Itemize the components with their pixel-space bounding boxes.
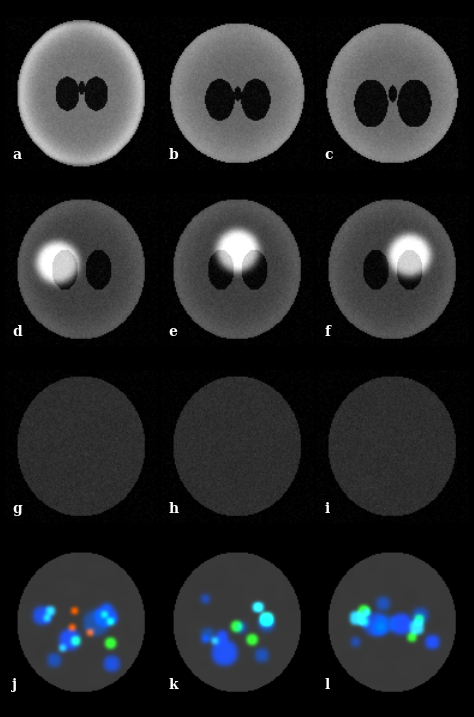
Text: j: j	[12, 678, 18, 692]
Text: d: d	[12, 325, 22, 339]
Text: l: l	[324, 678, 329, 692]
Text: c: c	[324, 148, 333, 163]
Text: a: a	[12, 148, 21, 163]
Text: e: e	[168, 325, 177, 339]
Text: b: b	[168, 148, 178, 163]
Text: g: g	[12, 501, 22, 516]
Text: h: h	[168, 501, 178, 516]
Text: f: f	[324, 325, 330, 339]
Text: i: i	[324, 501, 329, 516]
Text: k: k	[168, 678, 178, 692]
